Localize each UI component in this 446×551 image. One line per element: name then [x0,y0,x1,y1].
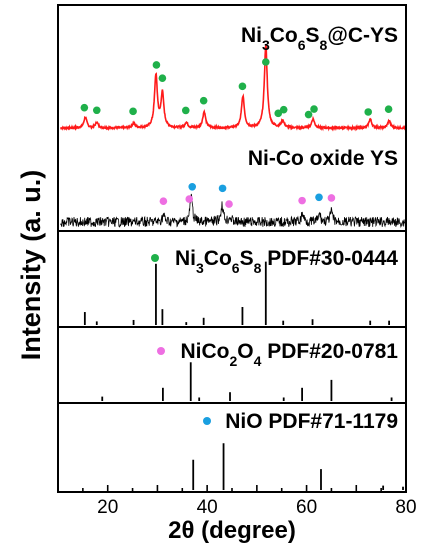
phase-marker [92,106,101,115]
panel-label-part: Ni [175,247,196,270]
x-tick-label: 60 [296,497,317,518]
panel-label-part: NiO PDF#71-1179 [225,410,398,433]
nico2o4-marker [185,195,194,203]
panel-label-part: @C-YS [327,24,398,47]
panel-label-part: Ni [241,24,262,47]
pattern-line [60,44,406,132]
panel-label-part: PDF#20-0781 [261,340,398,363]
phase-marker [274,109,283,118]
phase-dot [203,417,211,425]
x-tick-label: 20 [97,497,118,518]
nio-marker [188,182,197,191]
phase-marker [279,105,288,114]
nico2o4-marker [159,197,168,205]
panel-label: Ni-Co oxide YS [248,147,398,170]
x-tick-label: 40 [197,497,218,518]
axes-group: Intensity (a. u.) 2θ (degree) 20 40 60 80 [16,170,417,544]
x-axis-label: 2θ (degree) [168,517,296,544]
panel-label-part: NiCo [180,340,229,363]
y-axis-label: Intensity (a. u.) [16,170,46,361]
nico2o4-marker [327,194,336,202]
panel-label-part: 6 [298,37,306,53]
phase-marker [158,74,167,82]
phase-dot [151,254,159,262]
panel-label-part: 8 [320,37,328,53]
panel-label-part: Co [270,24,298,47]
panel-2 [83,254,390,325]
phase-marker [310,105,318,113]
phase-marker [181,106,190,115]
nico2o4-marker [225,200,233,208]
panel-3 [101,347,393,401]
panel-label-part: 4 [254,353,262,369]
phase-marker [262,58,270,66]
phase-marker [304,110,313,119]
nio-marker [218,184,227,193]
phase-dot [157,347,165,355]
panel-label-part: S [240,247,254,270]
panel-1 [60,182,406,228]
panel-label-part: O [237,340,253,363]
panel-label: Ni3Co6S8@C-YS [241,24,398,53]
panel-4 [192,417,404,490]
panel-label: Ni3Co6S8 PDF#30-0444 [175,247,398,276]
panel-label-part: 2 [229,353,237,369]
panel-label-part: 8 [254,260,262,276]
pattern-line [60,193,406,228]
phase-marker [129,107,137,116]
panel-label-part: 3 [196,260,204,276]
panel-label-part: PDF#30-0444 [261,247,398,270]
phase-marker [152,61,161,69]
panel-label-part: Ni-Co oxide YS [248,147,398,170]
panel-label: NiO PDF#71-1179 [225,410,398,433]
panel-label-part: 3 [262,37,270,53]
phase-marker [384,105,393,114]
panel-label-part: Co [204,247,232,270]
nio-marker [315,193,323,202]
phase-marker [199,96,208,105]
panel-label-part: S [306,24,320,47]
panel-label: NiCo2O4 PDF#20-0781 [180,340,398,369]
nico2o4-marker [298,196,306,205]
phase-marker [80,103,89,112]
panel-label-part: 6 [232,260,240,276]
x-tick-label: 80 [395,497,416,518]
panel-0 [60,44,406,132]
phase-marker [238,82,247,91]
phase-marker [364,108,373,116]
